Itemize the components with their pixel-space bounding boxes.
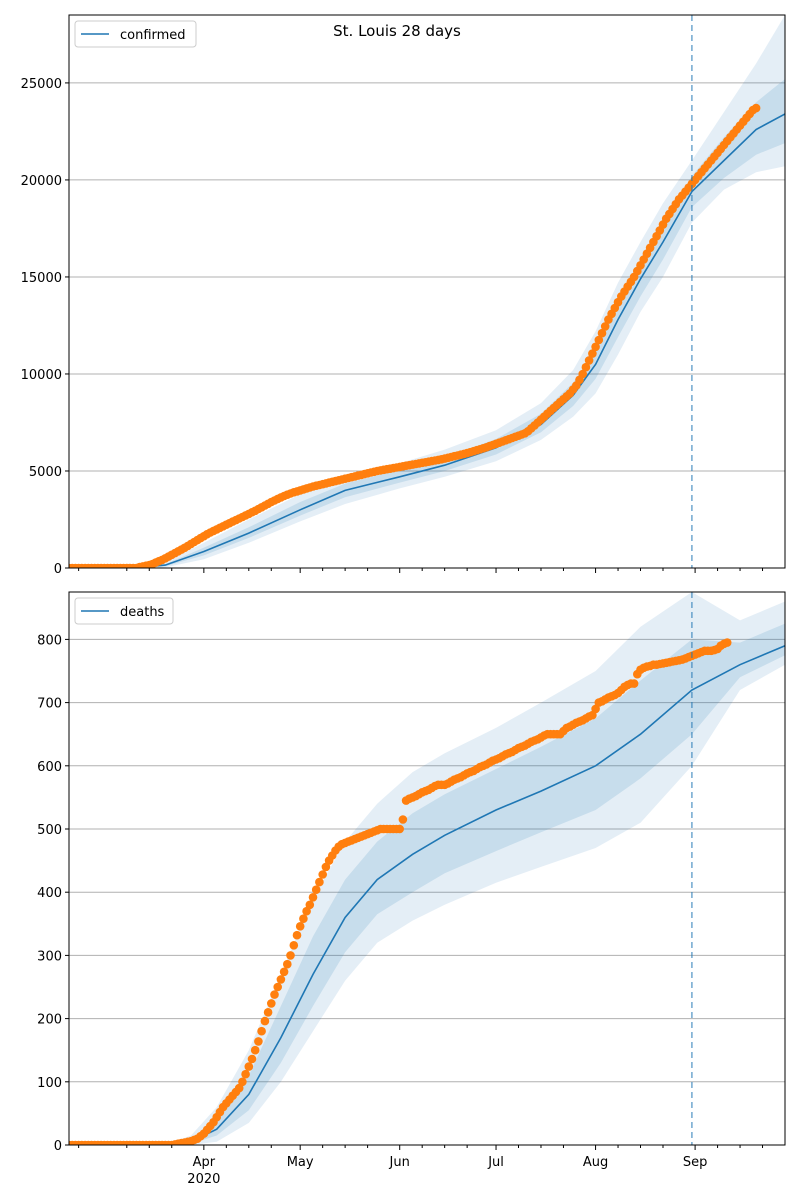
deaths-observed-point [244, 1062, 254, 1071]
confirmed-legend: confirmed [74, 20, 197, 48]
deaths-inner-band [69, 623, 785, 1145]
deaths-legend-label: deaths [120, 605, 165, 620]
deaths-ytick-label: 400 [37, 886, 62, 901]
deaths-observed-point [289, 941, 299, 950]
deaths-observed-point [267, 999, 276, 1008]
deaths-model-line [69, 644, 785, 1145]
confirmed-observed-point [594, 335, 604, 345]
deaths-observed-point [286, 951, 295, 960]
confirmed-panel: 0 5000 10000 15000 20000 25000 confirmed [21, 14, 786, 577]
deaths-ytick-label: 0 [54, 1139, 62, 1154]
deaths-observed-point [315, 877, 324, 887]
deaths-observed-point [238, 1077, 247, 1087]
confirmed-observed-point [600, 322, 610, 331]
confirmed-observed-point [588, 349, 597, 358]
deaths-observed-point [260, 1016, 270, 1026]
confirmed-ytick-label: 20000 [21, 174, 62, 189]
confirmed-observed-point [578, 369, 587, 379]
confirmed-observed-point [584, 356, 594, 365]
deaths-observed-point [302, 906, 311, 916]
xtick-label: Jul [487, 1155, 504, 1170]
confirmed-plot-area [69, 15, 785, 568]
xtick-sublabel: 2020 [187, 1172, 220, 1187]
deaths-observed-point [295, 922, 305, 931]
deaths-observed-point [395, 824, 405, 834]
deaths-observed-point [308, 893, 318, 902]
deaths-observed-point [629, 679, 639, 688]
confirmed-legend-box [74, 20, 197, 48]
deaths-observed-point [263, 1008, 273, 1017]
xtick-label: Jun [389, 1155, 410, 1170]
deaths-observed-point [257, 1026, 266, 1036]
deaths-observed-point [254, 1037, 263, 1046]
deaths-ytick-label: 500 [37, 823, 62, 838]
confirmed-ytick-label: 25000 [21, 77, 62, 92]
xtick-label: Sep [683, 1155, 708, 1170]
deaths-observed-point [247, 1054, 257, 1064]
deaths-panel: 0 100 200 300 400 500 600 700 800 deaths [37, 591, 786, 1154]
deaths-legend: deaths [74, 597, 174, 625]
deaths-observed-point [305, 900, 315, 910]
deaths-ytick-label: 300 [37, 949, 62, 964]
deaths-observed-point [311, 885, 321, 894]
confirmed-ytick-label: 0 [54, 562, 62, 577]
deaths-observed-point [273, 982, 283, 992]
deaths-plot-area [69, 592, 785, 1145]
xtick-label: Aug [583, 1155, 608, 1170]
deaths-ytick-label: 100 [37, 1076, 62, 1091]
deaths-observed-point [279, 967, 289, 977]
deaths-outer-band [69, 592, 785, 1145]
confirmed-observed-point [597, 328, 607, 338]
chart-title: St. Louis 28 days [333, 22, 461, 40]
deaths-observed-point [283, 959, 292, 969]
deaths-ytick-label: 600 [37, 760, 62, 775]
confirmed-legend-label: confirmed [120, 28, 186, 43]
confirmed-inner-band [69, 79, 785, 568]
deaths-observed-point [250, 1045, 260, 1055]
deaths-frame [68, 591, 786, 1146]
deaths-legend-box [74, 597, 174, 625]
deaths-observed-point [398, 815, 408, 824]
xtick-label: May [287, 1155, 314, 1170]
deaths-observed-point [276, 975, 286, 984]
confirmed-observed-point [751, 103, 761, 113]
deaths-observed-point [299, 914, 308, 923]
deaths-observed-point [722, 638, 732, 647]
deaths-ytick-label: 200 [37, 1013, 62, 1028]
confirmed-ytick-label: 5000 [29, 465, 62, 480]
deaths-observed-point [270, 990, 279, 999]
deaths-observed-point [241, 1069, 250, 1079]
confirmed-outer-band [69, 15, 785, 568]
confirmed-ytick-label: 10000 [21, 368, 62, 383]
confirmed-observed-point [581, 362, 591, 372]
deaths-observed-point [318, 870, 328, 879]
x-axis: Apr 2020 May Jun Jul Aug Sep [187, 1155, 707, 1187]
deaths-ytick-label: 800 [37, 633, 62, 648]
deaths-ytick-label: 700 [37, 697, 62, 712]
confirmed-observed-point [591, 342, 600, 352]
confirmed-frame [68, 14, 786, 569]
deaths-observed-point [292, 930, 302, 940]
confirmed-ytick-label: 15000 [21, 271, 62, 286]
xtick-label: Apr [193, 1155, 216, 1170]
